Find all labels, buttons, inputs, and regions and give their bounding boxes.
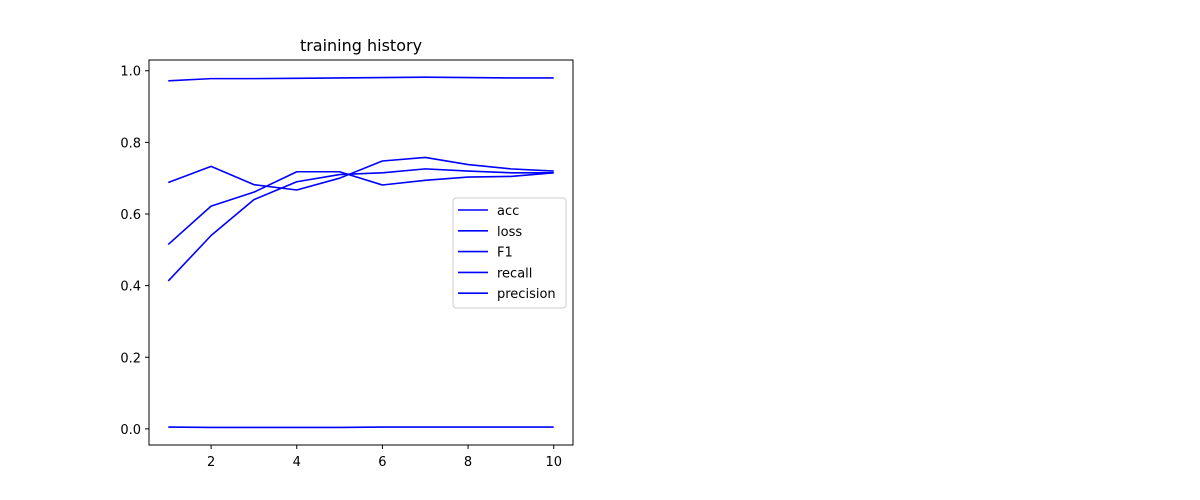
legend: acc loss F1 recall precision [452,197,567,309]
legend-label-f1: F1 [497,246,513,261]
y-tick-label: 0.6 [120,208,141,223]
y-tick-label: 0.2 [120,351,141,366]
legend-label-precision: precision [497,287,556,302]
series-line-recall [167,170,554,246]
legend-label-loss: loss [497,225,522,240]
plot-frame [148,59,574,446]
legend-box [452,197,567,309]
series-line-f1 [167,156,554,191]
legend-label-acc: acc [497,204,519,219]
chart-title: training history [300,36,422,55]
series-line-precision [167,168,554,282]
y-tick-label: 1.0 [120,65,141,80]
y-tick-label: 0.8 [120,136,141,151]
tick-layer: 2 4 6 8 10 0.0 0.2 0.4 0.6 0.8 1.0 [120,65,562,470]
x-tick-label: 2 [207,455,215,470]
y-tick-label: 0.4 [120,280,141,295]
series-line-acc [168,76,554,82]
x-tick-label: 10 [545,455,562,470]
x-tick-label: 6 [378,455,386,470]
x-tick-label: 8 [464,455,472,470]
legend-label-recall: recall [497,266,532,281]
y-tick-label: 0.0 [120,423,141,438]
series-layer [167,76,554,429]
x-tick-label: 4 [293,455,301,470]
